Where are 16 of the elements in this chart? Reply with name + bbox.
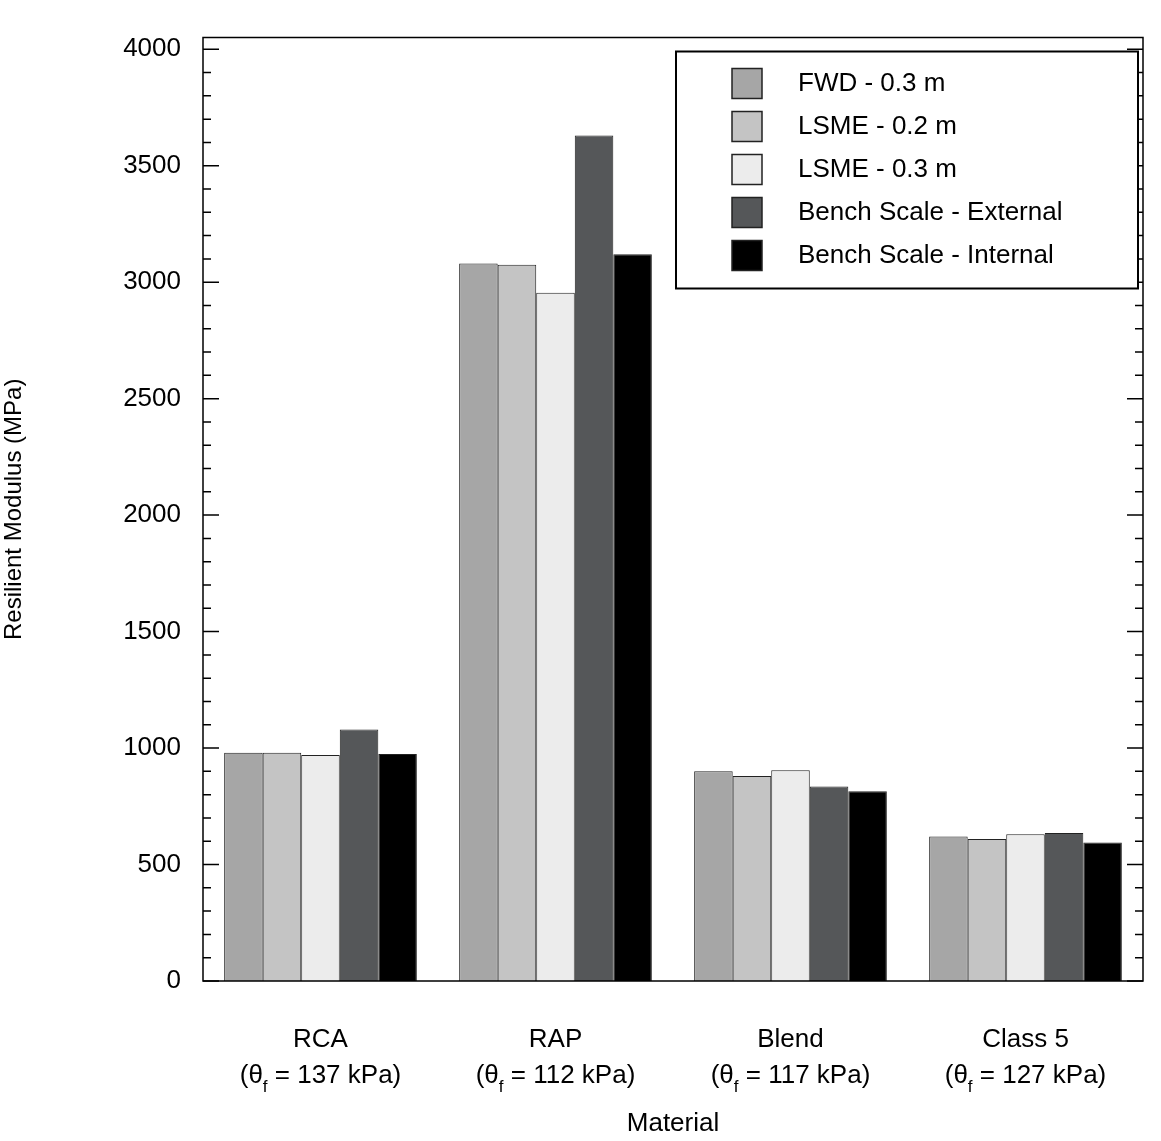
- x-axis-title: Material: [626, 1106, 720, 1137]
- y-tick-label: 4000: [123, 32, 181, 63]
- y-tick-label: 3000: [123, 265, 181, 296]
- legend-label: FWD - 0.3 m: [798, 66, 946, 97]
- y-tick-label: 500: [137, 847, 181, 878]
- legend-label: LSME - 0.3 m: [798, 152, 957, 183]
- y-tick-label: 3500: [123, 148, 181, 179]
- y-tick-label: 0: [166, 964, 181, 995]
- y-tick-label: 1500: [123, 614, 181, 645]
- legend-label: Bench Scale - Internal: [798, 238, 1054, 269]
- y-tick-label: 1000: [123, 731, 181, 762]
- y-tick-label: 2000: [123, 498, 181, 529]
- legend-label: Bench Scale - External: [798, 195, 1063, 226]
- y-axis-title: Resilient Modulus (MPa): [0, 378, 27, 641]
- y-tick-label: 2500: [123, 381, 181, 412]
- legend-label: LSME - 0.2 m: [798, 109, 957, 140]
